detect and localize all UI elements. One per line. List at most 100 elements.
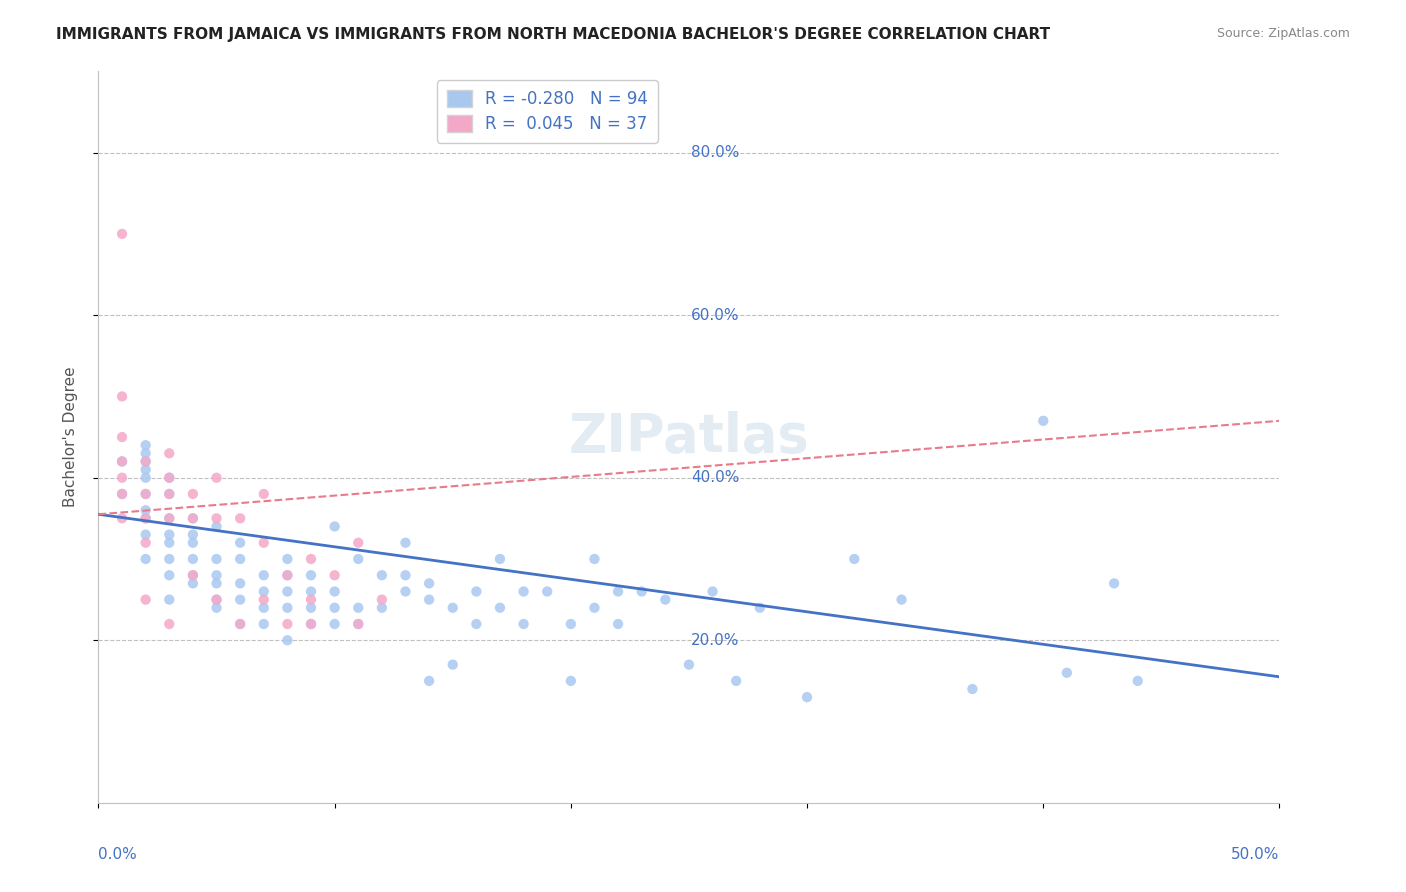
Point — [299, 617, 322, 632]
Point — [205, 592, 228, 607]
Point — [181, 535, 204, 549]
Point — [205, 576, 228, 591]
Point — [347, 535, 370, 549]
Point — [394, 568, 416, 582]
Point — [135, 487, 157, 501]
Point — [181, 487, 204, 501]
Point — [630, 584, 652, 599]
Point — [890, 592, 912, 607]
Point — [205, 568, 228, 582]
Point — [583, 552, 606, 566]
Point — [394, 535, 416, 549]
Point — [229, 617, 252, 632]
Point — [253, 584, 276, 599]
Point — [347, 600, 370, 615]
Point — [654, 592, 676, 607]
Point — [253, 600, 276, 615]
Point — [371, 600, 394, 615]
Point — [441, 657, 464, 672]
Point — [135, 454, 157, 468]
Point — [205, 511, 228, 525]
Point — [157, 511, 180, 525]
Point — [441, 600, 464, 615]
Point — [418, 576, 440, 591]
Point — [135, 454, 157, 468]
Point — [583, 600, 606, 615]
Point — [181, 576, 204, 591]
Point — [276, 584, 298, 599]
Point — [229, 576, 252, 591]
Point — [205, 592, 228, 607]
Point — [111, 471, 134, 485]
Point — [276, 552, 298, 566]
Point — [299, 568, 322, 582]
Point — [135, 487, 157, 501]
Point — [205, 552, 228, 566]
Point — [205, 600, 228, 615]
Point — [135, 552, 157, 566]
Text: Source: ZipAtlas.com: Source: ZipAtlas.com — [1216, 27, 1350, 40]
Point — [135, 592, 157, 607]
Point — [111, 511, 134, 525]
Point — [371, 592, 394, 607]
Point — [253, 592, 276, 607]
Point — [229, 511, 252, 525]
Point — [347, 552, 370, 566]
Point — [111, 454, 134, 468]
Point — [205, 519, 228, 533]
Point — [111, 430, 134, 444]
Text: 40.0%: 40.0% — [692, 470, 740, 485]
Point — [111, 454, 134, 468]
Point — [276, 600, 298, 615]
Point — [276, 568, 298, 582]
Point — [135, 503, 157, 517]
Point — [299, 617, 322, 632]
Point — [157, 446, 180, 460]
Point — [1102, 576, 1125, 591]
Point — [394, 584, 416, 599]
Point — [253, 487, 276, 501]
Point — [111, 227, 134, 241]
Point — [157, 617, 180, 632]
Point — [323, 568, 346, 582]
Point — [347, 617, 370, 632]
Point — [299, 584, 322, 599]
Point — [229, 535, 252, 549]
Point — [253, 568, 276, 582]
Point — [157, 568, 180, 582]
Point — [323, 600, 346, 615]
Point — [299, 592, 322, 607]
Point — [229, 592, 252, 607]
Point — [702, 584, 724, 599]
Point — [418, 673, 440, 688]
Legend: R = -0.280   N = 94, R =  0.045   N = 37: R = -0.280 N = 94, R = 0.045 N = 37 — [437, 79, 658, 143]
Point — [157, 471, 180, 485]
Point — [135, 471, 157, 485]
Point — [181, 552, 204, 566]
Point — [536, 584, 558, 599]
Point — [347, 617, 370, 632]
Point — [299, 552, 322, 566]
Point — [253, 617, 276, 632]
Point — [157, 592, 180, 607]
Point — [135, 462, 157, 476]
Point — [253, 535, 276, 549]
Text: 20.0%: 20.0% — [692, 632, 740, 648]
Point — [371, 568, 394, 582]
Point — [205, 471, 228, 485]
Point — [181, 511, 204, 525]
Point — [299, 600, 322, 615]
Point — [181, 568, 204, 582]
Text: 50.0%: 50.0% — [1232, 847, 1279, 862]
Point — [844, 552, 866, 566]
Text: IMMIGRANTS FROM JAMAICA VS IMMIGRANTS FROM NORTH MACEDONIA BACHELOR'S DEGREE COR: IMMIGRANTS FROM JAMAICA VS IMMIGRANTS FR… — [56, 27, 1050, 42]
Point — [465, 584, 488, 599]
Point — [181, 511, 204, 525]
Point — [512, 584, 534, 599]
Point — [678, 657, 700, 672]
Point — [157, 527, 180, 541]
Point — [560, 617, 582, 632]
Y-axis label: Bachelor's Degree: Bachelor's Degree — [63, 367, 77, 508]
Point — [1126, 673, 1149, 688]
Point — [157, 552, 180, 566]
